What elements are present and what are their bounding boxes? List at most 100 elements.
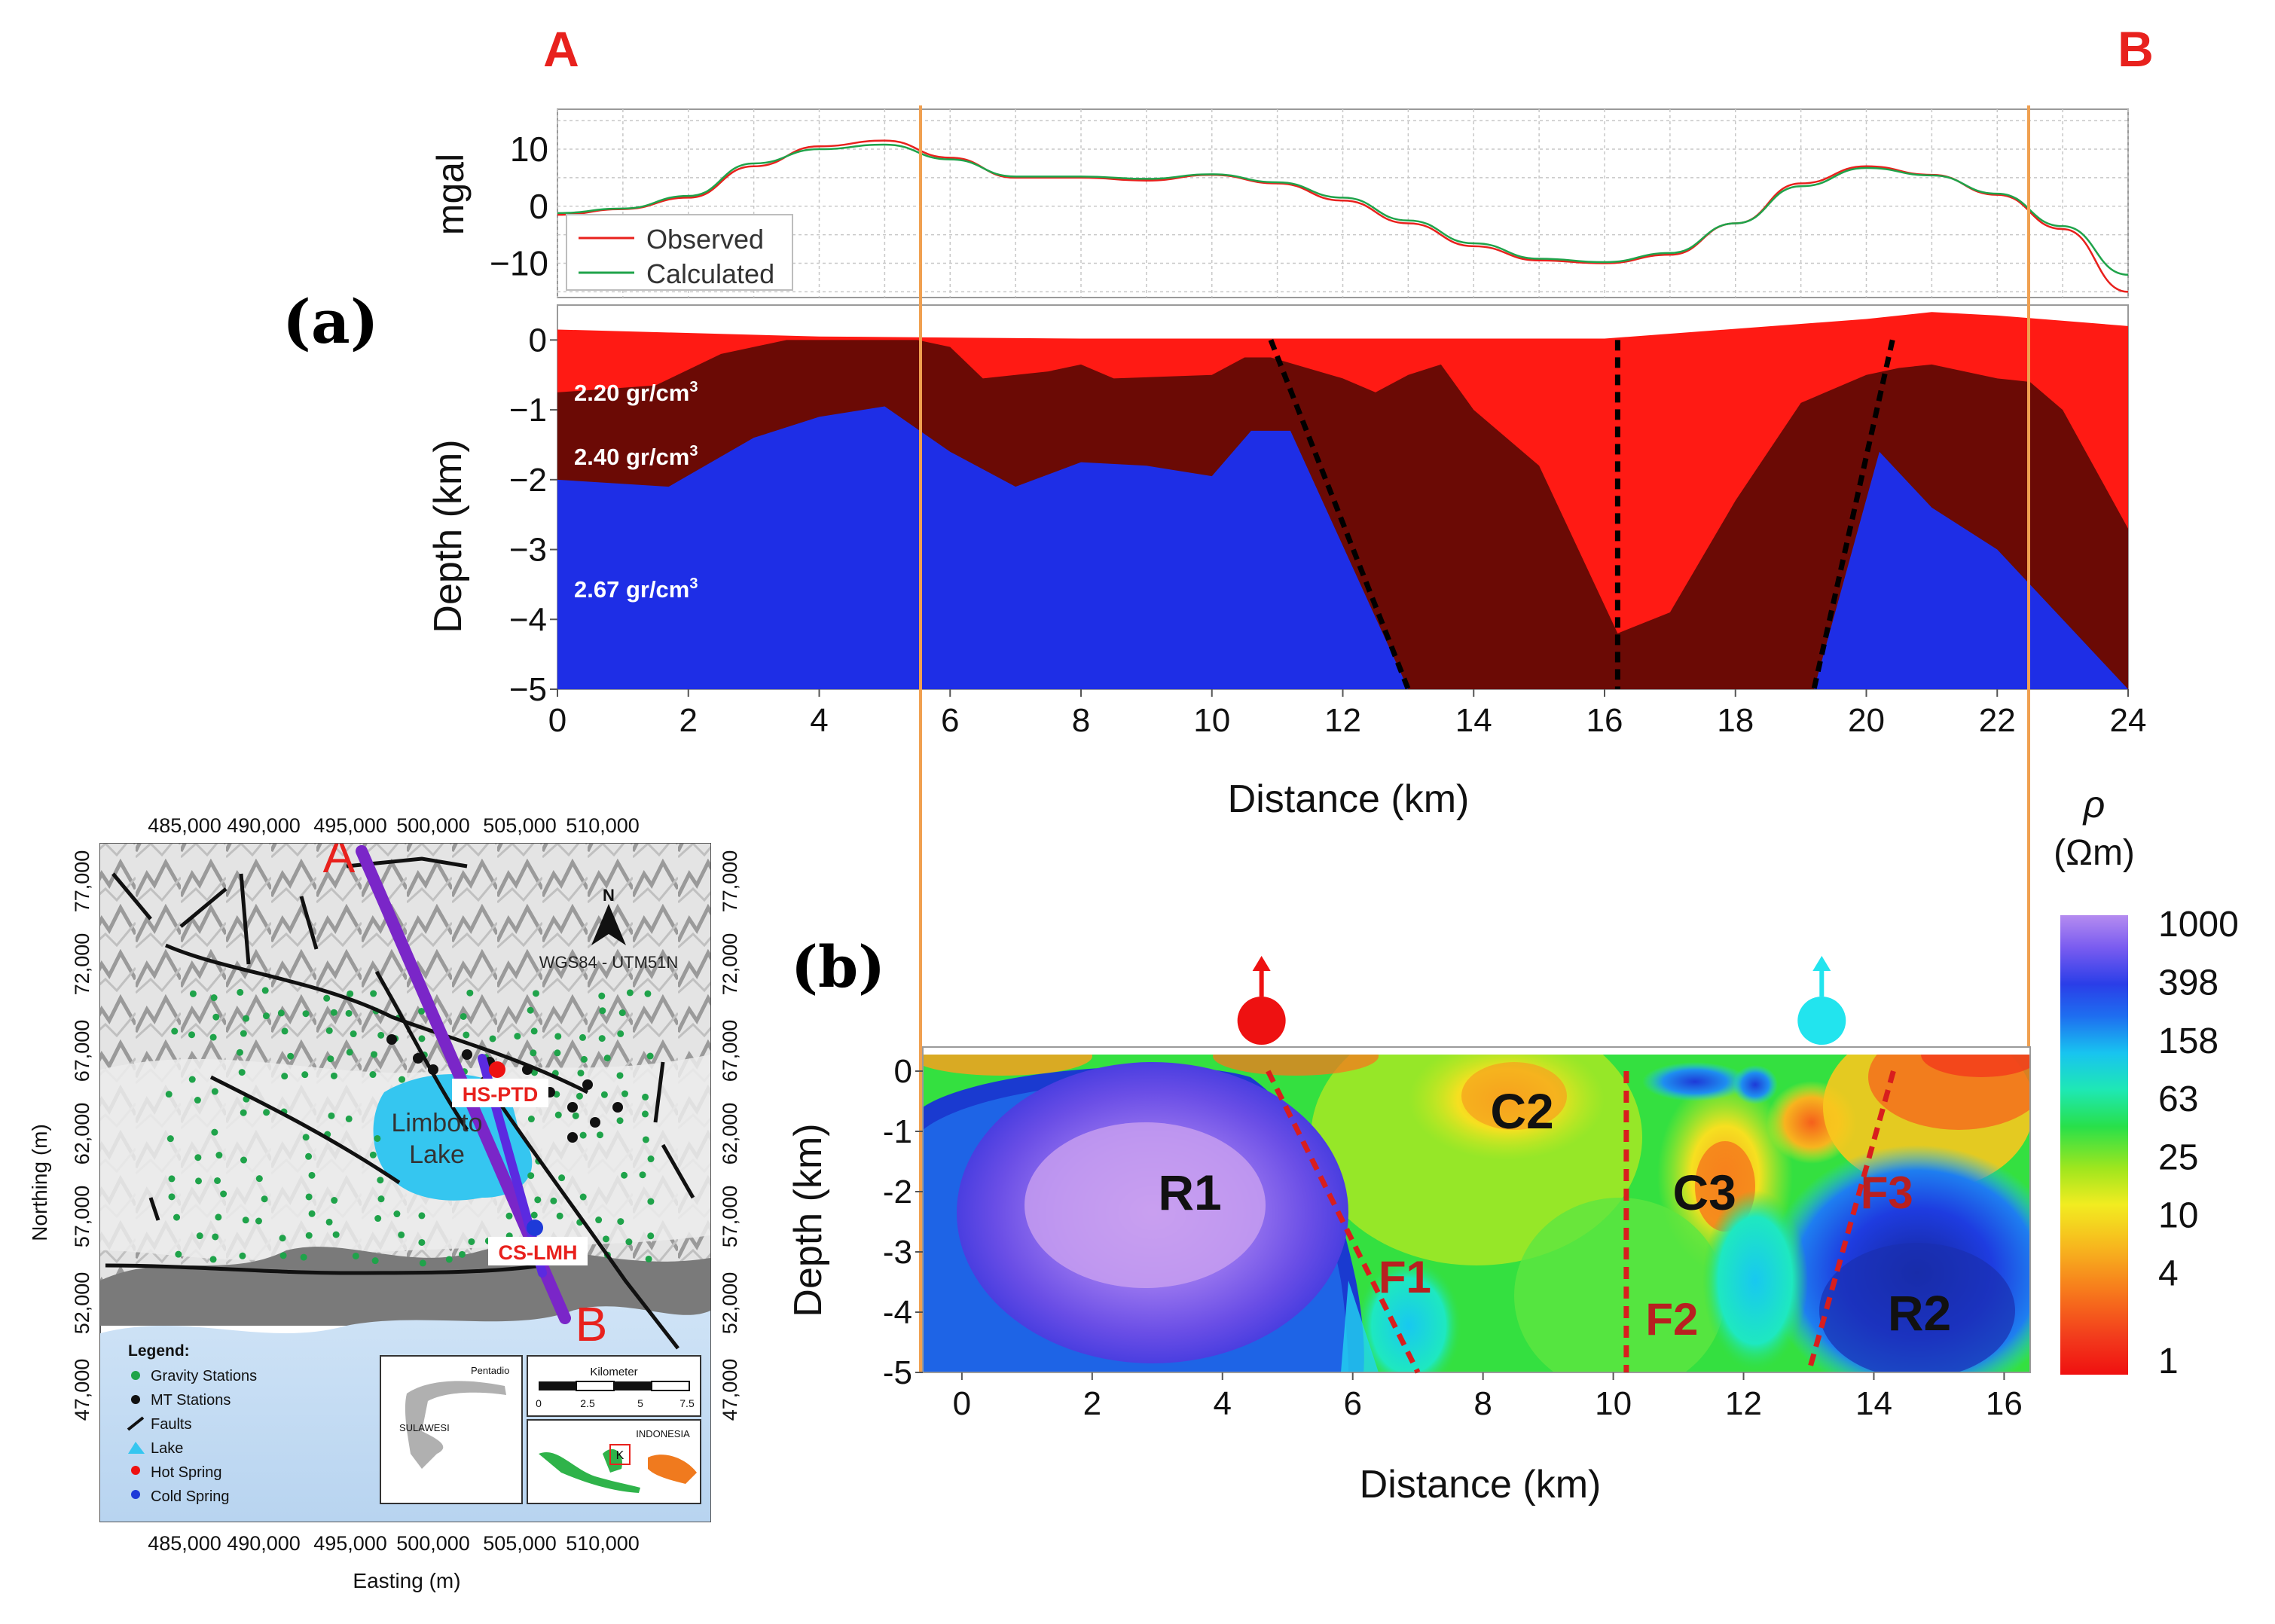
- density-x-tick-label: 24: [2110, 702, 2147, 739]
- gravity-station-dot: [527, 1006, 534, 1014]
- gravity-station-dot: [419, 1259, 426, 1267]
- inset-marker: K: [616, 1449, 624, 1462]
- map-legend: Legend: Gravity Stations MT Stations Fau…: [127, 1342, 257, 1505]
- gravity-station-dot: [195, 1177, 203, 1185]
- gravity-station-dot: [418, 1035, 426, 1042]
- density-x-tick-label: 18: [1717, 702, 1754, 739]
- gravity-station-dot: [579, 1131, 587, 1139]
- gravity-station-dot: [554, 1033, 562, 1040]
- gravity-station-dot: [238, 1069, 246, 1076]
- hot-spring-map-label: HS-PTD: [463, 1083, 539, 1106]
- gravity-station-dot: [331, 1197, 338, 1204]
- gravity-station-dot: [302, 1134, 310, 1141]
- resistivity-faults: [1266, 1070, 1896, 1374]
- density-x-ticks: 0 2 4 6 8 10 12 14 16 18 20 22 24: [548, 689, 2147, 739]
- density-x-tick-label: 20: [1848, 702, 1885, 739]
- feature-R2-label: R2: [1888, 1285, 1951, 1341]
- gravity-station-dot: [194, 1097, 201, 1104]
- gravity-station-dot: [554, 1049, 561, 1057]
- gravity-y-tick-label: 0: [529, 187, 548, 226]
- fault-F1-label: F1: [1379, 1252, 1431, 1302]
- gravity-station-dot: [530, 1069, 538, 1076]
- resistivity-x-ticks: 0 2 4 6 8 10 12 14 16: [953, 1372, 2023, 1422]
- resistivity-x-axis-label: Distance (km): [1360, 1463, 1602, 1506]
- north-arrow-icon: [591, 904, 626, 945]
- gravity-station-dot: [642, 1136, 649, 1143]
- gravity-station-dot: [188, 1076, 196, 1083]
- gravity-station-dot: [598, 1035, 606, 1042]
- map-x-ticks-top: 485,000 490,000 495,000 500,000 505,000 510,0…: [148, 814, 640, 837]
- gravity-station-dot: [261, 1195, 268, 1203]
- density-y-axis-label: Depth (km): [426, 439, 470, 633]
- gravity-station-dot: [377, 1177, 384, 1184]
- gravity-station-dot: [345, 1115, 353, 1122]
- gravity-station-dot: [279, 1252, 287, 1259]
- gravity-station-dot: [617, 1030, 624, 1037]
- gravity-station-dot: [460, 1012, 467, 1020]
- density-x-tick-label: 2: [679, 702, 698, 739]
- feature-C3-label: C3: [1672, 1165, 1736, 1220]
- density-y-ticks: 0 −1 −2 −3 −4 −5: [509, 322, 557, 708]
- gravity-station-dot: [350, 1030, 357, 1038]
- gravity-station-dot: [237, 988, 244, 996]
- mt-station-symbol: [131, 1395, 140, 1404]
- gravity-station-dot: [277, 1009, 285, 1017]
- gravity-station-dot: [371, 1257, 379, 1265]
- gravity-station-dot: [211, 1128, 218, 1136]
- density-x-tick-label: 0: [548, 702, 566, 739]
- gravity-station-dot: [527, 1172, 535, 1180]
- gravity-station-dot: [616, 1072, 624, 1079]
- density-fault-line: [1268, 339, 1411, 691]
- resistivity-heatmap: [923, 1047, 2030, 1372]
- density-fault-line: [1811, 339, 1895, 690]
- gravity-station-dot: [600, 1091, 608, 1098]
- density-x-tick-label: 14: [1455, 702, 1492, 739]
- gravity-station-dot: [171, 1027, 179, 1035]
- resistivity-y-tick-label: -5: [883, 1354, 912, 1391]
- gravity-station-dot: [625, 1238, 633, 1246]
- gravity-station-dot: [554, 1111, 562, 1119]
- scale-title: Kilometer: [590, 1366, 637, 1378]
- resistivity-x-tick-label: 16: [1986, 1385, 2023, 1422]
- inset-pentadio-label: Pentadio: [471, 1365, 509, 1376]
- gravity-station-dot: [211, 1088, 218, 1095]
- gravity-station-dot: [603, 1055, 611, 1062]
- panel-b-label: (b): [791, 933, 885, 1000]
- resistivity-x-tick-label: 8: [1473, 1385, 1492, 1422]
- gravity-station-dot: [647, 1232, 655, 1240]
- fault-F2-label: F2: [1645, 1294, 1698, 1345]
- legend-faults: Faults: [151, 1416, 191, 1433]
- gravity-station-dot: [168, 1175, 176, 1183]
- gravity-station-dot: [242, 1216, 249, 1224]
- legend-box: [566, 214, 793, 291]
- map-y-tick-label-left: 62,000: [71, 1103, 93, 1165]
- gravity-station-dot: [418, 1008, 426, 1015]
- gravity-station-dot: [168, 1193, 176, 1201]
- gravity-station-dot: [173, 1213, 181, 1221]
- gravity-station-dot: [418, 1238, 426, 1246]
- feature-R1-label: R1: [1158, 1165, 1221, 1220]
- gravity-station-dot: [374, 1134, 381, 1142]
- gravity-station-dot: [281, 1073, 289, 1080]
- lake-symbol: [128, 1442, 145, 1454]
- map-y-tick-label-left: 47,000: [71, 1359, 93, 1421]
- gravity-station-dot: [599, 1007, 606, 1015]
- gravity-station-dot: [602, 1235, 609, 1243]
- gravity-station-dot: [166, 1135, 174, 1143]
- gravity-station-dot: [550, 1197, 557, 1204]
- gravity-station-dot: [240, 1030, 247, 1037]
- gravity-station-dot: [325, 1027, 333, 1034]
- density-x-axis-label: Distance (km): [1228, 777, 1470, 821]
- projection-label: WGS84 - UTM51N: [539, 953, 679, 972]
- gravity-station-dot: [642, 1093, 649, 1100]
- gravity-station-dot: [641, 1110, 649, 1118]
- gravity-station-dot: [369, 1071, 377, 1079]
- map-point-b: B: [576, 1297, 608, 1351]
- gravity-station-dot: [345, 1009, 353, 1017]
- resistivity-y-ticks: 0 -1 -2 -3 -4 -5: [883, 1053, 923, 1391]
- gravity-station-dot: [188, 1031, 196, 1039]
- gravity-station-dot: [514, 1033, 521, 1040]
- gravity-station-dot: [616, 1117, 624, 1125]
- inset-indonesia-label: INDONESIA: [636, 1428, 690, 1439]
